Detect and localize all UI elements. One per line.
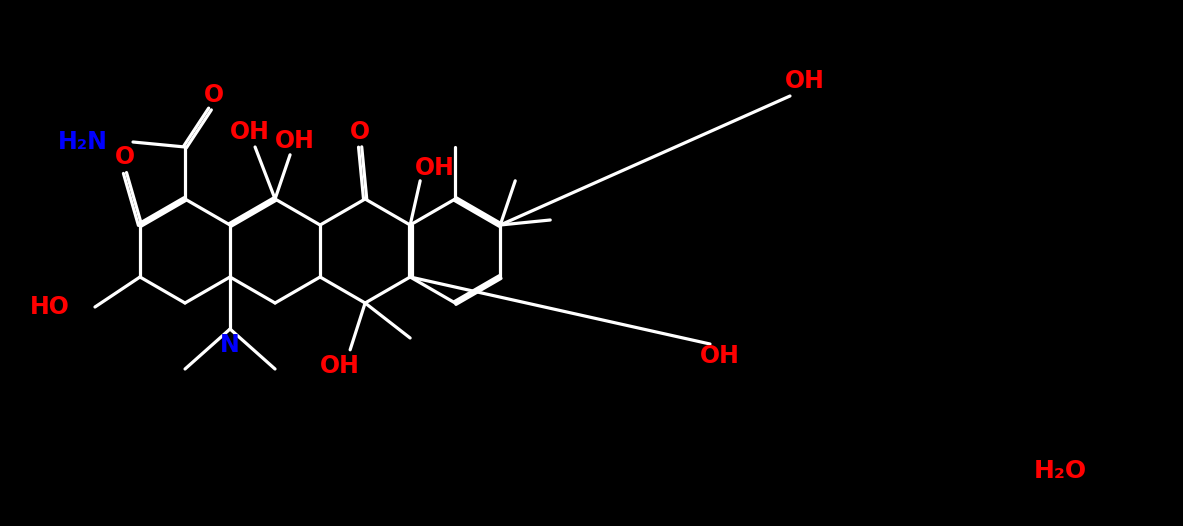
Text: OH: OH xyxy=(321,354,360,378)
Text: O: O xyxy=(115,145,135,169)
Text: OH: OH xyxy=(231,120,270,144)
Text: OH: OH xyxy=(700,344,739,368)
Text: O: O xyxy=(350,120,370,144)
Text: O: O xyxy=(203,83,224,107)
Text: H₂O: H₂O xyxy=(1034,459,1086,483)
Text: OH: OH xyxy=(415,156,455,180)
Text: OH: OH xyxy=(786,69,825,93)
Text: HO: HO xyxy=(30,295,70,319)
Text: H₂N: H₂N xyxy=(58,130,108,154)
Text: N: N xyxy=(220,333,240,357)
Text: OH: OH xyxy=(276,129,315,153)
